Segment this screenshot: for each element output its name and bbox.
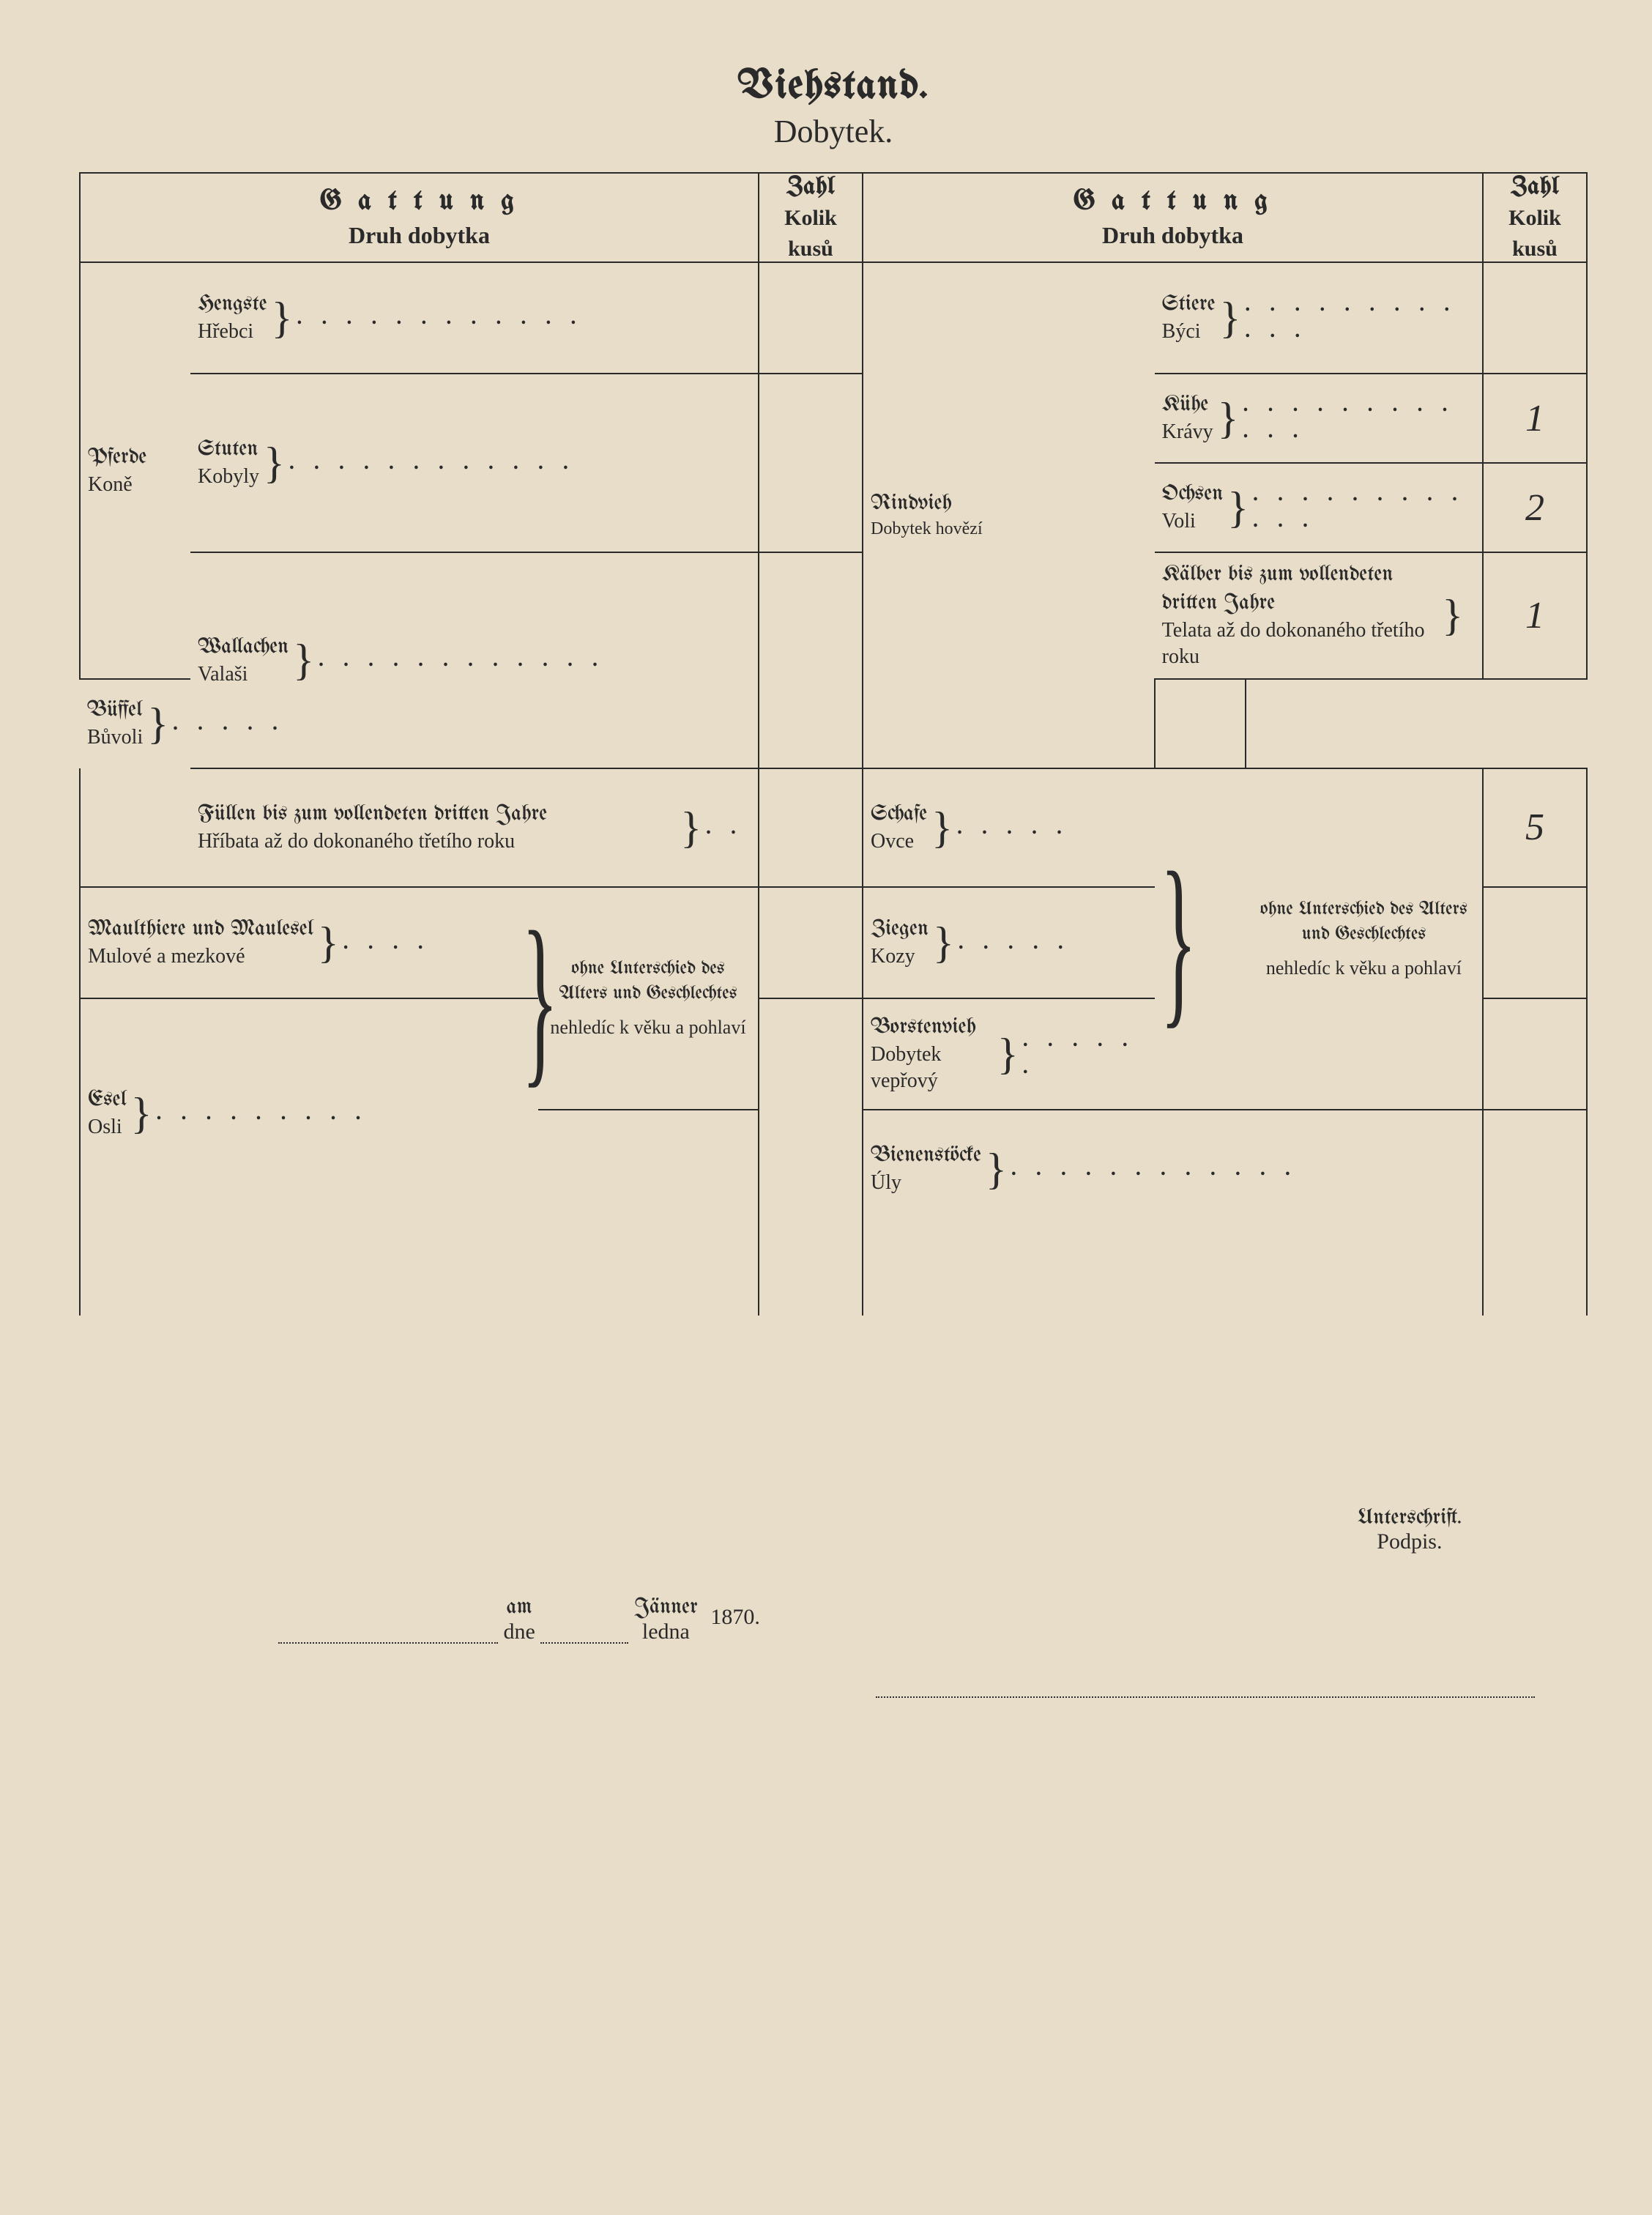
note-right: ohne Unterschied des Alters und Geschlec…: [1246, 768, 1483, 1110]
count-ziegen: [1483, 887, 1587, 998]
footer: Unterschrift. Podpis. am dne Jänner ledn…: [73, 1506, 1593, 1799]
row-kuehe: Kühe Krávy } . . . . . . . . . . . .: [1155, 374, 1483, 463]
row-hengste: Hengste Hřebci } . . . . . . . . . . . .: [190, 262, 759, 374]
count-esel: [759, 998, 863, 1228]
row-bueffel: Büffel Bůvoli } . . . . .: [80, 679, 538, 768]
year: 1870.: [710, 1605, 760, 1629]
count-kuehe: 1: [1483, 374, 1587, 463]
title-block: Viehstand. Dobytek.: [73, 66, 1593, 150]
count-ochsen: 2: [1483, 463, 1587, 552]
count-bienen: [1483, 1110, 1587, 1228]
count-bueffel: [1155, 679, 1246, 768]
hdr-zahl-left: Zahl Kolik kusů: [759, 173, 863, 262]
count-kaelber: 1: [1483, 552, 1587, 679]
count-schafe: 5: [1483, 768, 1587, 887]
hdr-gattung-left: G a t t u n g Druh dobytka: [80, 173, 759, 262]
row-borstenvieh: Borstenvieh Dobytek vepřový } . . . . . …: [863, 998, 1155, 1110]
row-stiere: Stiere Býci } . . . . . . . . . . . .: [1155, 262, 1483, 374]
row-ziegen: Ziegen Kozy } . . . . .: [863, 887, 1155, 998]
row-ochsen: Ochsen Voli } . . . . . . . . . . . .: [1155, 463, 1483, 552]
title-de: Viehstand.: [73, 66, 1593, 108]
cat-rindvieh: Rindvieh Dobytek hovězí: [863, 262, 1155, 768]
row-maulthiere: Maulthiere und Maulesel Mulové a mezkové…: [80, 887, 538, 998]
row-schafe: Schafe Ovce } . . . . .: [863, 768, 1155, 887]
count-stuten: [759, 374, 863, 552]
count-wallachen: [759, 552, 863, 768]
row-bienen: Bienenstöcke Úly } . . . . . . . . . . .…: [863, 1110, 1483, 1228]
note-left: } ohne Unterschied des Alters und Geschl…: [538, 887, 759, 1110]
hdr-gattung-right: G a t t u n g Druh dobytka: [863, 173, 1483, 262]
signature-label: Unterschrift. Podpis.: [1358, 1506, 1462, 1554]
title-cz: Dobytek.: [73, 113, 1593, 150]
row-esel: Esel Osli } . . . . . . . . .: [80, 998, 538, 1228]
hdr-zahl-right: Zahl Kolik kusů: [1483, 173, 1587, 262]
row-stuten: Stuten Kobyly } . . . . . . . . . . . .: [190, 374, 759, 552]
brace-right: }: [1155, 768, 1246, 1110]
date-line: am dne Jänner ledna 1870.: [278, 1594, 760, 1644]
count-hengste: [759, 262, 863, 374]
page: Viehstand. Dobytek. G a t t u n g Druh d…: [0, 0, 1652, 2215]
count-fuellen: [759, 768, 863, 887]
row-kaelber: Kälber bis zum vollendeten dritten Jahre…: [1155, 552, 1483, 679]
livestock-table: G a t t u n g Druh dobytka Zahl Kolik ku…: [79, 172, 1588, 1316]
count-stiere: [1483, 262, 1587, 374]
signature-line: [876, 1696, 1535, 1698]
count-maulthiere: [759, 887, 863, 998]
cat-pferde: Pferde Koně: [80, 262, 190, 679]
count-borstenvieh: [1483, 998, 1587, 1110]
row-fuellen: Füllen bis zum vollendeten dritten Jahre…: [190, 768, 759, 887]
